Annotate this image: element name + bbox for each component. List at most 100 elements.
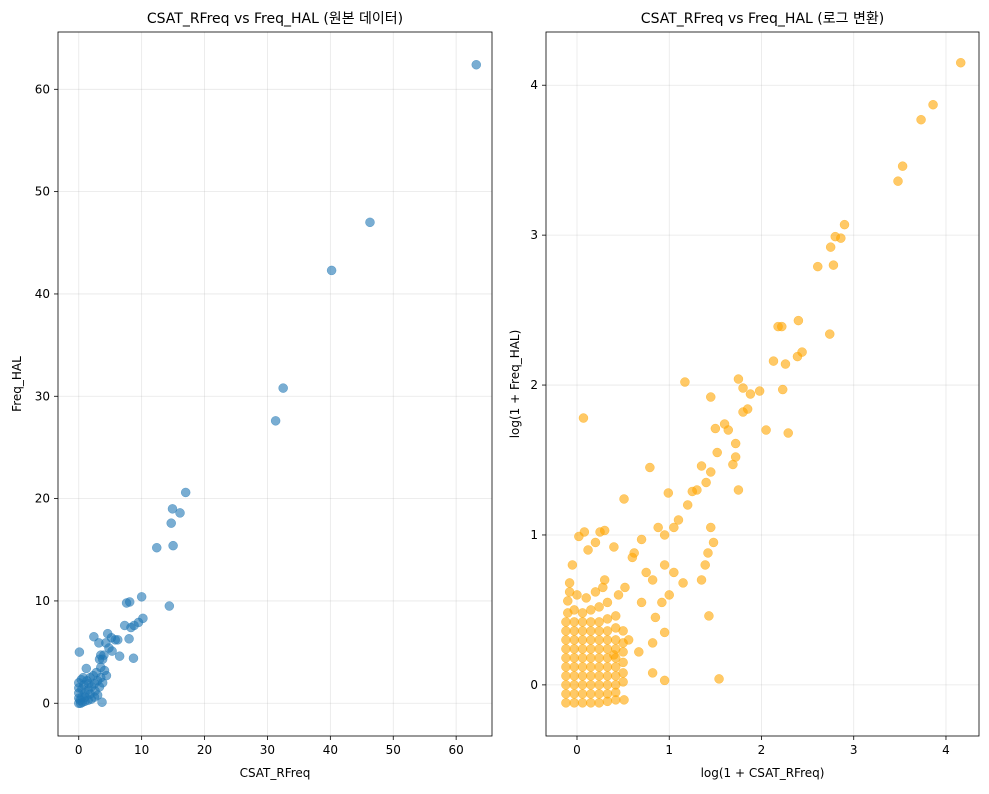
data-point	[664, 590, 674, 600]
data-point	[569, 689, 579, 699]
y-tick-label: 20	[35, 492, 50, 506]
axes-frame	[545, 31, 980, 737]
data-point	[825, 242, 836, 252]
data-point	[595, 527, 605, 537]
data-point	[561, 698, 571, 708]
data-point	[730, 438, 741, 449]
data-point	[928, 99, 938, 110]
axes-frame	[57, 31, 493, 737]
data-point	[569, 698, 579, 708]
data-point	[594, 644, 604, 654]
data-point	[586, 662, 596, 672]
x-tick-label: 0	[75, 743, 83, 757]
data-point	[152, 542, 162, 553]
data-point	[96, 662, 106, 673]
data-point	[620, 582, 630, 593]
data-point	[577, 626, 588, 636]
data-point	[583, 545, 593, 555]
data-point	[561, 635, 571, 645]
data-point	[602, 635, 613, 645]
data-point	[586, 698, 596, 708]
data-point	[602, 626, 613, 636]
data-point	[365, 217, 375, 228]
data-point	[663, 488, 674, 498]
data-point	[659, 530, 670, 540]
data-point	[590, 537, 601, 548]
data-point	[590, 587, 601, 597]
x-tick-label: 60	[449, 743, 464, 757]
data-point	[471, 59, 482, 70]
data-point	[629, 548, 639, 558]
data-point	[641, 567, 651, 578]
chart-title: CSAT_RFreq vs Freq_HAL (원본 데이터)	[147, 11, 403, 27]
data-point	[97, 697, 107, 707]
data-point	[586, 671, 596, 681]
data-point	[136, 592, 147, 602]
x-axis-label: log(1 + CSAT_RFreq)	[701, 766, 825, 780]
data-point	[602, 597, 613, 608]
data-point	[107, 646, 117, 656]
data-point	[610, 635, 621, 645]
x-tick-label: 40	[323, 743, 338, 757]
data-point	[586, 653, 596, 663]
data-point	[569, 605, 579, 615]
y-tick-label: 2	[530, 378, 538, 392]
data-point	[738, 407, 748, 417]
data-point	[828, 260, 839, 270]
data-point	[561, 671, 571, 681]
data-point	[706, 392, 716, 402]
y-tick-label: 3	[530, 228, 538, 242]
data-point	[780, 359, 791, 369]
x-tick-label: 2	[758, 743, 766, 757]
data-point	[916, 114, 926, 125]
subplot-2: 0 1 2 3 4 0 1 2 3 4 CSAT_RFreq vs Freq_HAL (로그 변환)…	[508, 11, 980, 780]
y-tick-label: 40	[35, 287, 50, 301]
subplot-1: 0 10 20 30 40 50 60 0 10 20 30 40 50 60 CSAT_RFreq vs …	[10, 11, 493, 780]
x-tick-label: 10	[134, 743, 149, 757]
y-tick-label: 0	[530, 678, 538, 692]
data-point	[563, 596, 573, 606]
data-point	[270, 416, 281, 426]
data-point	[89, 631, 99, 642]
data-point	[723, 425, 734, 435]
x-tick-label: 30	[260, 743, 275, 757]
data-point	[569, 662, 579, 672]
data-point	[602, 671, 613, 681]
data-point	[636, 597, 647, 608]
data-point	[610, 611, 621, 621]
data-point	[569, 626, 579, 636]
data-point	[659, 627, 670, 638]
data-point	[577, 662, 588, 672]
data-point	[653, 522, 663, 533]
data-point	[706, 522, 716, 533]
data-point	[680, 377, 690, 387]
data-point	[561, 626, 571, 636]
data-point	[704, 611, 714, 621]
data-point	[602, 680, 613, 690]
data-point	[81, 663, 92, 674]
data-point	[714, 674, 724, 684]
data-point	[577, 698, 588, 708]
data-point	[710, 423, 721, 434]
data-point	[647, 638, 658, 648]
data-point	[569, 653, 579, 663]
x-tick-label: 3	[850, 743, 858, 757]
data-point	[955, 57, 966, 68]
data-point	[326, 265, 337, 276]
data-point	[708, 537, 719, 548]
y-axis-label: Freq_HAL	[10, 356, 24, 412]
data-point	[602, 644, 613, 654]
data-point	[738, 383, 748, 393]
data-point	[569, 644, 579, 654]
data-point	[761, 425, 771, 435]
data-point	[792, 351, 803, 362]
data-point	[634, 647, 644, 657]
data-point	[78, 672, 88, 683]
data-point	[577, 653, 588, 663]
x-axis-label: CSAT_RFreq	[240, 766, 311, 780]
y-tick-label: 1	[530, 528, 538, 542]
data-point	[594, 698, 604, 708]
data-point	[706, 467, 716, 477]
data-point	[278, 383, 288, 393]
data-point	[594, 680, 604, 690]
